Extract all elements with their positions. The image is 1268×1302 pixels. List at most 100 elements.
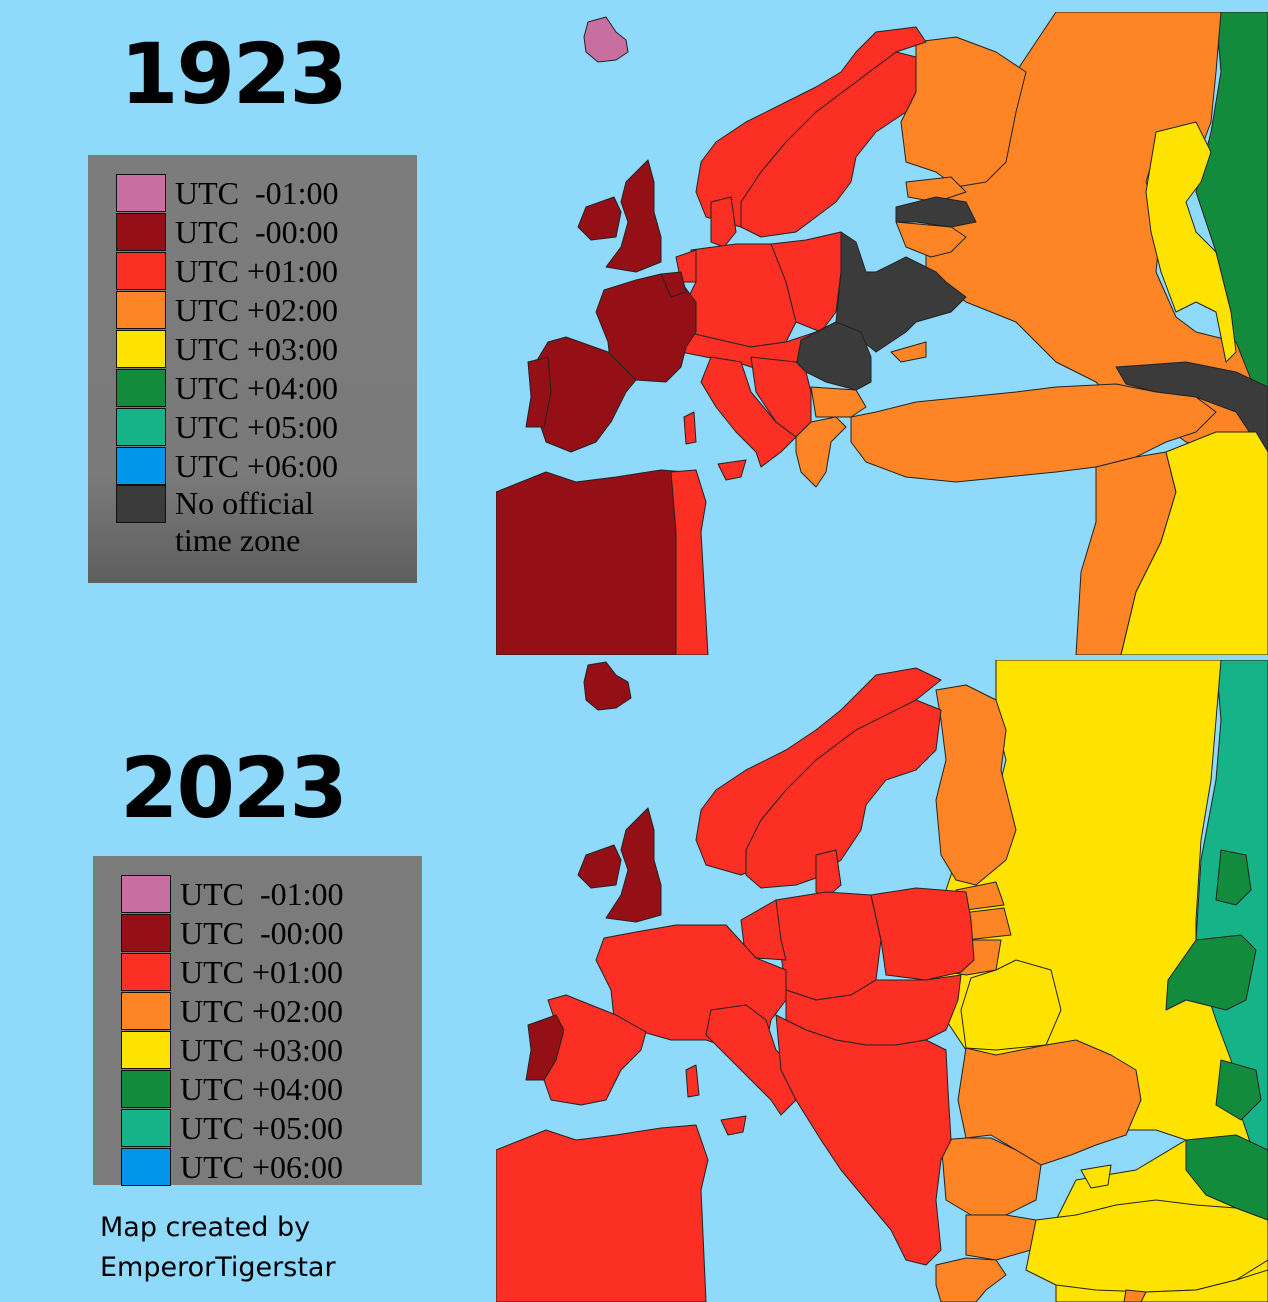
region-iceland xyxy=(583,16,629,63)
legend-label: UTC +06:00 xyxy=(175,447,338,484)
region-crimea xyxy=(890,341,927,363)
region-portugal xyxy=(525,1014,565,1081)
region-volga xyxy=(1145,121,1237,363)
legend-label: UTC +01:00 xyxy=(175,252,338,289)
region-ukraine xyxy=(957,1039,1142,1166)
region-north-africa xyxy=(496,1124,709,1302)
legend-1923: UTC -01:00 UTC -00:00 UTC +01:00 UTC +02… xyxy=(88,155,417,583)
map-2023-svg xyxy=(496,660,1268,1302)
region-greece xyxy=(935,1257,1007,1302)
swatch-utc-plus-6 xyxy=(116,446,166,485)
legend-label: UTC +03:00 xyxy=(180,1031,343,1068)
map-credit: Map created by EmperorTigerstar xyxy=(100,1208,336,1288)
legend-label: UTC +04:00 xyxy=(180,1070,343,1107)
swatch-utc-plus-2 xyxy=(121,991,171,1030)
legend-item: UTC +03:00 xyxy=(116,329,338,368)
legend-label: UTC +06:00 xyxy=(180,1148,343,1185)
legend-label: UTC -00:00 xyxy=(180,914,344,951)
legend-item: UTC -01:00 xyxy=(121,874,344,913)
region-tunisia xyxy=(670,469,709,655)
region-germany xyxy=(775,891,882,1001)
swatch-utc-plus-1 xyxy=(121,952,171,991)
region-arabia xyxy=(1120,431,1268,655)
legend-label: UTC -01:00 xyxy=(180,875,344,912)
region-ireland xyxy=(577,196,622,241)
legend-label: UTC +02:00 xyxy=(180,992,343,1029)
region-romania-moldova xyxy=(940,1137,1042,1216)
legend-item: UTC +03:00 xyxy=(121,1030,343,1069)
region-great-britain xyxy=(605,159,662,273)
region-sicily xyxy=(717,459,747,481)
legend-item: UTC -00:00 xyxy=(116,212,339,251)
legend-item: UTC +01:00 xyxy=(121,952,343,991)
legend-2023: UTC -01:00 UTC -00:00 UTC +01:00 UTC +02… xyxy=(93,856,422,1186)
map-2023 xyxy=(496,660,1268,1302)
legend-item: UTC +06:00 xyxy=(116,446,338,485)
region-portugal xyxy=(525,356,552,428)
region-samara-2 xyxy=(1165,934,1257,1011)
legend-label: UTC +01:00 xyxy=(180,953,343,990)
legend-label: UTC +02:00 xyxy=(175,291,338,328)
swatch-utc-plus-4 xyxy=(116,368,166,407)
swatch-utc-minus-1 xyxy=(116,173,166,212)
legend-label: UTC -00:00 xyxy=(175,213,339,250)
region-sicily xyxy=(720,1115,747,1136)
region-belgium xyxy=(660,271,687,298)
legend-item: UTC +04:00 xyxy=(121,1069,343,1108)
legend-label: No official time zone xyxy=(175,485,314,558)
credit-line-1: Map created by xyxy=(100,1212,311,1243)
legend-label: UTC +05:00 xyxy=(175,408,338,445)
region-bulgaria xyxy=(965,1214,1037,1261)
region-poland xyxy=(870,887,975,981)
region-sweden xyxy=(740,51,917,238)
region-sardinia xyxy=(683,411,697,445)
swatch-utc-plus-4 xyxy=(121,1069,171,1108)
region-italy xyxy=(700,356,797,468)
legend-label: UTC -01:00 xyxy=(175,174,339,211)
region-ireland xyxy=(577,844,622,889)
region-middle-east xyxy=(1135,1269,1268,1302)
map-1923 xyxy=(496,12,1268,655)
region-crimea xyxy=(1080,1164,1112,1189)
swatch-utc-plus-3 xyxy=(116,329,166,368)
region-finland xyxy=(935,684,1017,886)
region-greece xyxy=(795,416,847,488)
region-turkey xyxy=(1025,1199,1268,1293)
legend-item: UTC +06:00 xyxy=(121,1147,343,1186)
region-latvia xyxy=(895,196,977,228)
map-1923-svg xyxy=(496,12,1268,655)
year-title-2023: 2023 xyxy=(120,739,348,837)
region-finland xyxy=(900,36,1027,188)
region-great-britain xyxy=(605,807,662,923)
region-sardinia xyxy=(685,1064,700,1098)
swatch-utc-plus-1 xyxy=(116,251,166,290)
swatch-utc-plus-3 xyxy=(121,1030,171,1069)
region-caucasus xyxy=(1185,1134,1268,1221)
region-levant xyxy=(1123,1289,1147,1302)
region-sweden xyxy=(745,699,942,889)
region-turkey xyxy=(850,383,1217,483)
legend-item: No official time zone xyxy=(116,485,335,558)
legend-item: UTC +05:00 xyxy=(116,407,338,446)
credit-line-2: EmperorTigerstar xyxy=(100,1252,336,1283)
region-morocco-algeria xyxy=(496,469,687,655)
legend-item: UTC -01:00 xyxy=(116,173,339,212)
legend-label: UTC +05:00 xyxy=(180,1109,343,1146)
region-iceland xyxy=(583,661,632,711)
region-denmark xyxy=(710,196,737,248)
year-title-1923: 1923 xyxy=(120,25,348,123)
legend-item: UTC +05:00 xyxy=(121,1108,343,1147)
legend-item: UTC +02:00 xyxy=(121,991,343,1030)
region-samara-udmurtia xyxy=(1215,849,1252,906)
region-belarus xyxy=(960,959,1062,1051)
legend-label: UTC +03:00 xyxy=(175,330,338,367)
swatch-no-official xyxy=(116,485,166,523)
swatch-utc-plus-6 xyxy=(121,1147,171,1186)
legend-label: UTC +04:00 xyxy=(175,369,338,406)
region-orenburg xyxy=(1215,1059,1262,1121)
swatch-utc-0 xyxy=(116,212,166,251)
swatch-utc-0 xyxy=(121,913,171,952)
region-lithuania xyxy=(895,221,967,258)
legend-item: UTC +04:00 xyxy=(116,368,338,407)
swatch-utc-plus-2 xyxy=(116,290,166,329)
